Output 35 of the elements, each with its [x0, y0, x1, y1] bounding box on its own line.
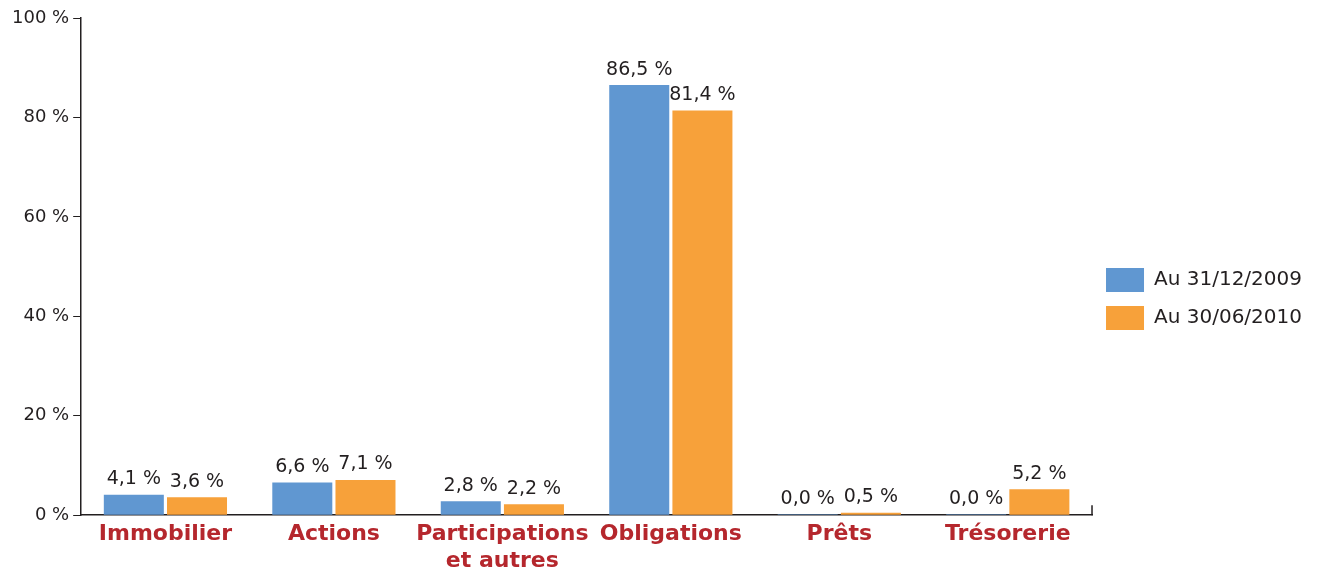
data-label: 2,8 %: [443, 472, 498, 495]
x-tick-label: Trésorerie: [944, 520, 1071, 546]
y-tick-label: 100 %: [11, 5, 70, 27]
data-label: 4,1 %: [106, 466, 161, 489]
bar: [272, 482, 333, 515]
data-label: 6,6 %: [275, 453, 330, 476]
bar: [335, 479, 396, 515]
data-label: 7,1 %: [338, 451, 393, 474]
bar: [1009, 489, 1070, 515]
y-tick-label: 20 %: [23, 403, 70, 425]
y-tick-label: 60 %: [23, 204, 70, 226]
y-tick-label: 40 %: [23, 303, 70, 325]
data-label: 81,4 %: [669, 81, 736, 104]
x-tick-label: Immobilier: [98, 520, 233, 546]
bar: [672, 110, 733, 515]
data-label: 0,0 %: [949, 485, 1004, 508]
y-tick-label: 80 %: [23, 105, 70, 127]
legend-label: Au 31/12/2009: [1154, 266, 1303, 291]
data-label: 0,5 %: [843, 484, 899, 507]
data-label: 86,5 %: [606, 56, 673, 79]
bar: [440, 501, 501, 515]
bar: [503, 504, 564, 515]
data-label: 2,2 %: [506, 475, 562, 498]
data-label: 3,6 %: [169, 468, 225, 491]
bar: [609, 85, 670, 515]
legend-label: Au 30/06/2010: [1154, 304, 1303, 329]
bar: [103, 494, 164, 515]
data-label: 0,0 %: [780, 485, 835, 508]
y-tick-label: 0 %: [34, 502, 70, 524]
data-label: 5,2 %: [1012, 460, 1067, 483]
x-tick-label: Participations et autres: [416, 520, 589, 572]
x-tick-label: Prêts: [806, 520, 873, 546]
x-tick-label: Obligations: [599, 520, 742, 546]
x-tick-label: Actions: [287, 520, 380, 546]
bar: [167, 497, 228, 515]
